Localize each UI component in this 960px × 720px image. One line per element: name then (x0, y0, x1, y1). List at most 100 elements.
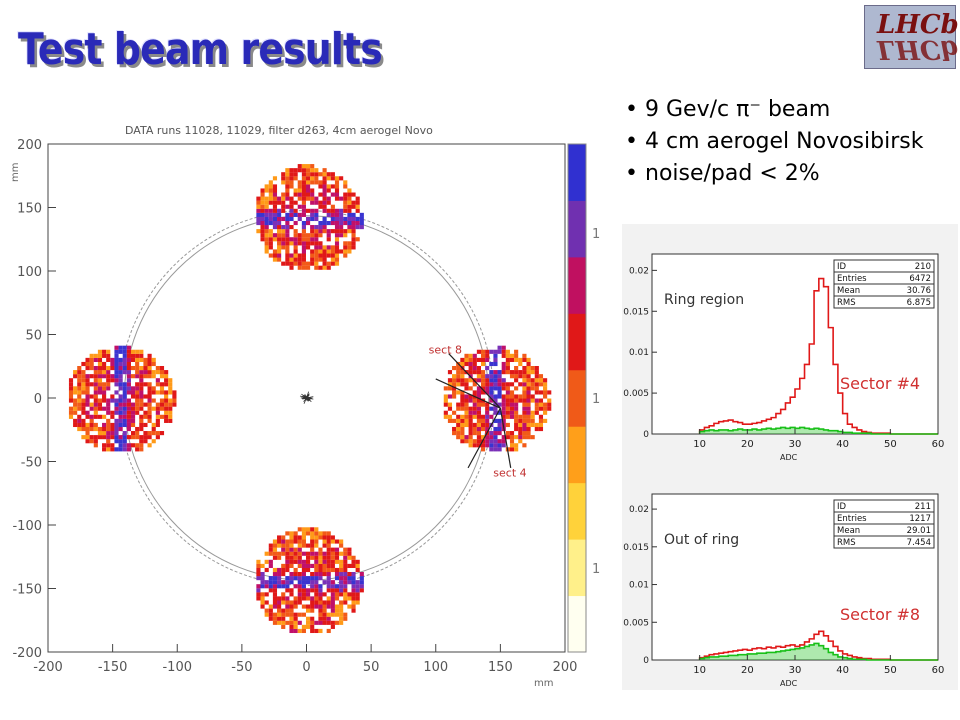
heatmap-cell (268, 608, 273, 613)
heatmap-cell (297, 547, 302, 552)
heatmap-cell (264, 188, 269, 193)
heatmap-cell (285, 168, 290, 173)
heatmap-cell (330, 261, 335, 266)
heatmap-cell (285, 192, 290, 197)
heatmap-cell (155, 382, 160, 387)
heatmap-cell (472, 439, 477, 444)
heatmap-cell (314, 208, 319, 213)
heatmap-cell (343, 208, 348, 213)
heatmap-cell (318, 628, 323, 634)
heatmap-cell (343, 596, 348, 601)
heatmap-cell (318, 180, 323, 185)
heatmap-cell (330, 588, 335, 593)
heatmap-cell (281, 592, 286, 597)
heatmap-cell (314, 600, 319, 605)
heatmap-cell (73, 410, 78, 415)
heatmap-cell (139, 402, 144, 407)
heatmap-cell (485, 406, 490, 411)
heatmap-cell (281, 596, 286, 601)
heatmap-cell (351, 225, 356, 230)
heatmap-cell (305, 168, 311, 173)
heatmap-cell (143, 435, 148, 440)
heatmap-cell (301, 237, 306, 242)
heatmap-cell (543, 406, 548, 411)
heatmap-cell (122, 402, 127, 407)
heatmap-cell (126, 402, 131, 407)
heatmap-cell (106, 386, 111, 391)
heatmap-cell (260, 571, 265, 577)
center-ray (304, 396, 307, 399)
heatmap-cell (126, 435, 131, 440)
heatmap-cell (277, 576, 282, 581)
heatmap-cell (314, 551, 319, 556)
heatmap-cell (485, 357, 490, 363)
heatmap-cell (310, 535, 315, 540)
heatmap-cell (301, 172, 306, 177)
heatmap-cell (339, 563, 344, 568)
heatmap-cell (85, 390, 90, 395)
heatmap-cell (326, 547, 331, 552)
heatmap-cell (538, 374, 544, 379)
heatmap-cell (359, 584, 364, 589)
heatmap-cell (285, 172, 290, 177)
heatmap-cell (505, 390, 510, 395)
center-cluster (299, 391, 314, 404)
heatmap-cell (322, 543, 327, 548)
heatmap-cell (314, 576, 319, 581)
heatmap-cell (281, 563, 286, 568)
heatmap-cell (518, 374, 523, 379)
heatmap-cell (264, 559, 269, 564)
heatmap-cell (305, 596, 311, 601)
hit-spot-bottom (256, 527, 364, 634)
heatmap-cell (301, 563, 306, 568)
heatmap-cell (476, 435, 481, 440)
heatmap-cell (522, 374, 527, 379)
heatmap-cell (297, 237, 302, 242)
heatmap-cell (106, 370, 111, 375)
heatmap-cell (305, 567, 311, 573)
heatmap-cell (143, 394, 148, 399)
heatmap-cell (330, 624, 335, 629)
x-tick-label: 40 (836, 665, 849, 676)
heatmap-cell (476, 390, 481, 395)
heatmap-cell (260, 604, 265, 609)
heatmap-cell (305, 176, 311, 181)
heatmap-cell (293, 229, 298, 234)
heatmap-cell (77, 374, 82, 379)
heatmap-cell (85, 431, 90, 436)
heatmap-cell (135, 349, 140, 354)
heatmap-cell (122, 361, 127, 367)
heatmap-cell (277, 237, 282, 242)
heatmap-cell (297, 164, 302, 169)
heatmap-cell (522, 418, 527, 423)
heatmap-cell (114, 406, 119, 411)
stats-key: Entries (837, 514, 867, 524)
heatmap-cell (297, 539, 302, 544)
heatmap-cell (110, 365, 115, 371)
heatmap-cell (322, 245, 327, 250)
heatmap-cell (85, 439, 90, 444)
heatmap-cell (155, 422, 160, 428)
heatmap-cell (322, 168, 327, 173)
heatmap-cell (314, 559, 319, 564)
heatmap-cell (285, 249, 290, 254)
heatmap-cell (272, 547, 278, 552)
heatmap-cell (318, 551, 323, 556)
heatmap-cell (310, 616, 315, 621)
heatmap-cell (322, 571, 327, 577)
heatmap-cell (264, 612, 269, 617)
heatmap-cell (281, 208, 286, 213)
heatmap-cell (130, 406, 136, 411)
heatmap-cell (314, 196, 319, 201)
heatmap-cell (518, 439, 523, 444)
heatmap-cell (501, 345, 506, 350)
heatmap-cell (285, 253, 290, 258)
colorbar-segment (568, 539, 586, 597)
heatmap-cell (277, 608, 282, 613)
heatmap-cell (522, 394, 527, 399)
heatmap-cell (460, 418, 465, 423)
heatmap-cell (314, 253, 319, 258)
heatmap-cell (118, 410, 123, 415)
heatmap-cell (277, 233, 282, 238)
heatmap-cell (126, 414, 131, 419)
